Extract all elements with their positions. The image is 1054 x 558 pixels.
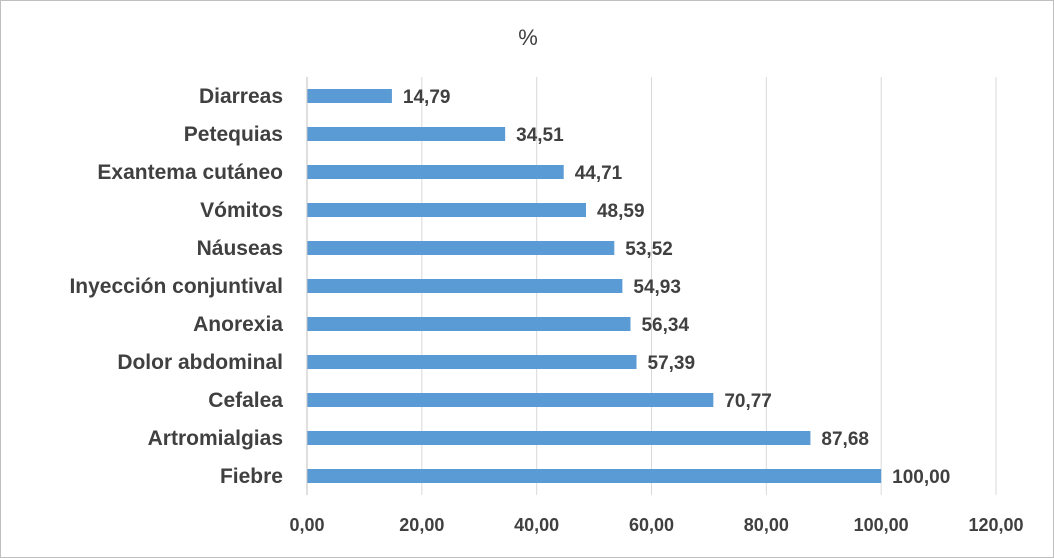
bar — [307, 393, 714, 407]
chart-title: % — [518, 25, 538, 50]
data-label: 48,59 — [597, 201, 645, 222]
x-tick-label: 0,00 — [289, 515, 324, 535]
bar — [307, 165, 564, 179]
category-label: Exantema cutáneo — [97, 161, 283, 184]
category-label: Vómitos — [200, 199, 283, 222]
category-label: Petequias — [184, 123, 283, 146]
category-label: Inyección conjuntival — [69, 275, 283, 298]
bar — [307, 279, 623, 293]
data-label: 56,34 — [641, 315, 689, 336]
data-label: 57,39 — [648, 353, 696, 374]
category-label: Fiebre — [220, 465, 283, 488]
data-label: 34,51 — [516, 125, 564, 146]
data-label: 54,93 — [633, 277, 681, 298]
x-tick-label: 80,00 — [744, 515, 789, 535]
data-label: 44,71 — [575, 163, 623, 184]
x-tick-label: 60,00 — [629, 515, 674, 535]
data-label: 87,68 — [821, 429, 869, 450]
bar — [307, 469, 882, 483]
data-label: 100,00 — [892, 467, 950, 488]
bar — [307, 431, 811, 445]
bar — [307, 355, 637, 369]
bar — [307, 89, 392, 103]
x-tick-label: 120,00 — [968, 515, 1023, 535]
bar — [307, 203, 586, 217]
category-labels: Diarreas Petequias Exantema cutáneo Vómitos… — [69, 85, 283, 488]
x-tick-label: 20,00 — [399, 515, 444, 535]
bar — [307, 317, 631, 331]
category-label: Náuseas — [197, 237, 283, 260]
bar — [307, 241, 615, 255]
x-tick-label: 100,00 — [854, 515, 909, 535]
category-label: Anorexia — [193, 313, 283, 336]
category-label: Dolor abdominal — [117, 351, 283, 374]
data-label: 14,79 — [403, 87, 451, 108]
category-label: Cefalea — [208, 389, 283, 412]
data-label: 70,77 — [724, 391, 772, 412]
data-label: 53,52 — [625, 239, 673, 260]
bar — [307, 127, 506, 141]
x-tick-label: 40,00 — [514, 515, 559, 535]
x-axis-ticks: 0,00 20,00 40,00 60,00 80,00 100,00 120,00 — [289, 515, 1023, 535]
category-label: Artromialgias — [148, 427, 283, 450]
bars — [307, 89, 882, 483]
data-labels: 14,79 34,51 44,71 48,59 53,52 54,93 56,34 57,39… — [403, 87, 950, 488]
category-label: Diarreas — [199, 85, 283, 108]
gridlines — [421, 77, 997, 495]
